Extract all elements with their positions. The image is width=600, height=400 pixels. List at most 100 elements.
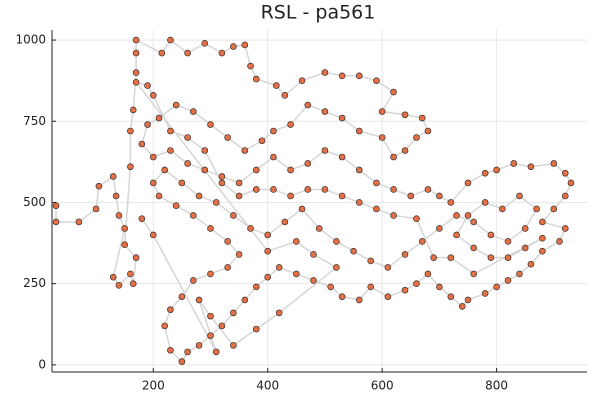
point [453,231,460,239]
point [109,173,117,180]
point [184,348,191,356]
point [384,264,392,271]
point [207,312,214,320]
point [533,205,540,213]
point [287,192,294,200]
point [481,199,489,206]
point [195,192,203,200]
point [272,82,280,89]
point [132,254,140,261]
point [144,82,151,89]
point [235,179,243,187]
point [321,147,329,154]
y-tick-label: 750 [23,114,46,128]
point [355,127,363,135]
point [321,186,329,193]
point [373,179,380,187]
point [252,325,260,333]
point [158,49,166,57]
point [270,153,277,161]
point [390,88,397,96]
point [281,218,289,226]
point [401,251,409,258]
point [149,179,157,187]
point [304,186,312,193]
point [327,283,334,291]
y-tick-label: 500 [23,195,46,209]
point [52,202,60,210]
point [287,166,294,174]
point [401,147,409,154]
point [172,202,180,210]
point [235,251,243,258]
point [487,254,495,261]
point [281,91,289,99]
point [224,264,231,271]
x-tick-label: 400 [256,379,279,393]
point [298,77,306,84]
tour-line [55,38,572,363]
point [178,358,186,365]
point [378,108,386,115]
point [384,293,392,300]
point [338,293,346,300]
point [447,199,455,206]
point [315,225,323,232]
point [241,296,249,304]
point [378,134,386,141]
point [390,153,397,161]
point [413,215,420,223]
point [539,218,546,226]
point [401,286,409,294]
point [424,270,432,278]
point [167,147,174,154]
point [252,166,260,174]
point [264,247,272,255]
point [127,270,134,278]
point [338,114,346,122]
point [561,225,569,232]
point [355,296,363,304]
point [167,36,174,44]
point [550,160,558,167]
point [413,280,420,287]
point [127,163,134,171]
point [207,270,214,278]
point [504,238,512,245]
point [127,127,134,135]
point [390,186,397,193]
point [155,192,163,200]
point [355,72,363,80]
point [264,273,272,281]
chart-title: RSL - pa561 [261,2,376,24]
point [95,182,103,190]
point [355,199,363,206]
point [367,257,375,265]
point [436,283,443,291]
point [195,296,203,304]
point [333,238,340,245]
point [470,218,478,226]
point [275,264,283,271]
point [321,108,329,115]
point [218,173,226,180]
y-tick-label: 250 [23,276,46,290]
point [447,293,455,300]
point [132,49,140,57]
point [464,212,472,219]
point [510,160,518,167]
point [149,153,157,161]
point [184,49,191,57]
point [172,101,180,109]
point [224,238,231,245]
point [470,244,478,252]
point [556,238,563,245]
point [407,192,415,200]
point [212,348,220,356]
point [338,153,346,161]
point [218,49,226,57]
point [338,192,346,200]
point [424,127,432,135]
point [527,260,535,268]
